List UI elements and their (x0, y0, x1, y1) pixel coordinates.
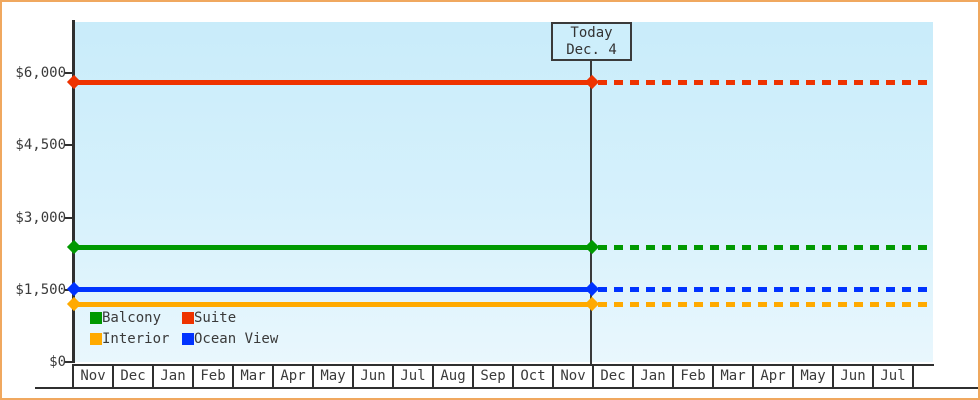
legend-entry-suite: Suite (182, 310, 236, 326)
x-axis-month-cell: Mar (234, 366, 274, 387)
x-axis-month-cell: Feb (194, 366, 234, 387)
x-axis-empty-cell (914, 366, 934, 387)
y-axis-line (72, 20, 75, 363)
series-line-suite (74, 80, 592, 86)
legend-label: Suite (194, 309, 237, 326)
legend-entry-balcony: Balcony (90, 310, 182, 326)
balcony-swatch-icon (90, 311, 102, 324)
today-label: Today (570, 25, 613, 41)
x-axis-month-cell: Dec (594, 366, 634, 387)
x-axis-month-cell: Jul (874, 366, 914, 387)
x-axis-month-row: Nov Dec Jan Feb Mar Apr May Jun Jul Aug Sep Oct Nov D… (72, 364, 934, 387)
x-axis-month-cell: Mar (714, 366, 754, 387)
legend-label: Interior (102, 330, 170, 347)
x-axis-month-cell: Dec (114, 366, 154, 387)
legend-entry-interior: Interior (90, 331, 182, 347)
x-axis-month-cell: Jul (394, 366, 434, 387)
today-date-label: Dec. 4 (566, 42, 617, 58)
x-axis-month-cell: Aug (434, 366, 474, 387)
y-tick-label: $6,000 (15, 65, 66, 81)
x-axis-month-cell: Feb (674, 366, 714, 387)
y-tick-mark (65, 72, 73, 74)
x-axis-month-cell: May (794, 366, 834, 387)
series-line-ocean-view (74, 287, 592, 293)
x-axis-month-cell: Nov (554, 366, 594, 387)
y-tick-label: $1,500 (15, 281, 66, 298)
x-axis-month-cell: Oct (514, 366, 554, 387)
series-projection-balcony (598, 245, 932, 251)
x-axis-bottom-rule (35, 387, 978, 389)
series-line-balcony (74, 245, 592, 251)
today-annotation-box: Today Dec. 4 (551, 22, 632, 61)
legend: Balcony Suite Interior Ocean View (90, 307, 278, 349)
x-axis-month-cell: May (314, 366, 354, 387)
legend-row: Balcony Suite (90, 307, 278, 328)
x-axis-month-cell: Jan (154, 366, 194, 387)
x-axis-month-cell: Apr (274, 366, 314, 387)
y-tick-mark (65, 144, 73, 147)
ocean-view-swatch-icon (182, 332, 194, 345)
y-tick-label: $3,000 (15, 209, 66, 226)
legend-label: Balcony (102, 309, 162, 326)
y-tick-mark (65, 361, 73, 363)
series-projection-ocean-view (598, 287, 932, 293)
today-vertical-line (590, 60, 592, 387)
y-tick-label: $0 (49, 354, 66, 370)
legend-row: Interior Ocean View (90, 328, 278, 349)
y-tick-label: $4,500 (15, 137, 66, 154)
x-axis-month-cell: Nov (74, 366, 114, 387)
x-axis-month-cell: Sep (474, 366, 514, 387)
series-projection-interior (598, 301, 932, 307)
legend-entry-ocean-view: Ocean View (182, 331, 278, 347)
legend-label: Ocean View (194, 330, 279, 347)
x-axis-month-cell: Jan (634, 366, 674, 387)
x-axis-month-cell: Jun (834, 366, 874, 387)
x-axis-month-cell: Jun (354, 366, 394, 387)
interior-swatch-icon (90, 332, 102, 345)
suite-swatch-icon (182, 311, 194, 324)
x-axis-month-cell: Apr (754, 366, 794, 387)
y-tick-mark (65, 216, 73, 219)
series-line-interior (74, 301, 592, 307)
series-projection-suite (598, 80, 932, 86)
